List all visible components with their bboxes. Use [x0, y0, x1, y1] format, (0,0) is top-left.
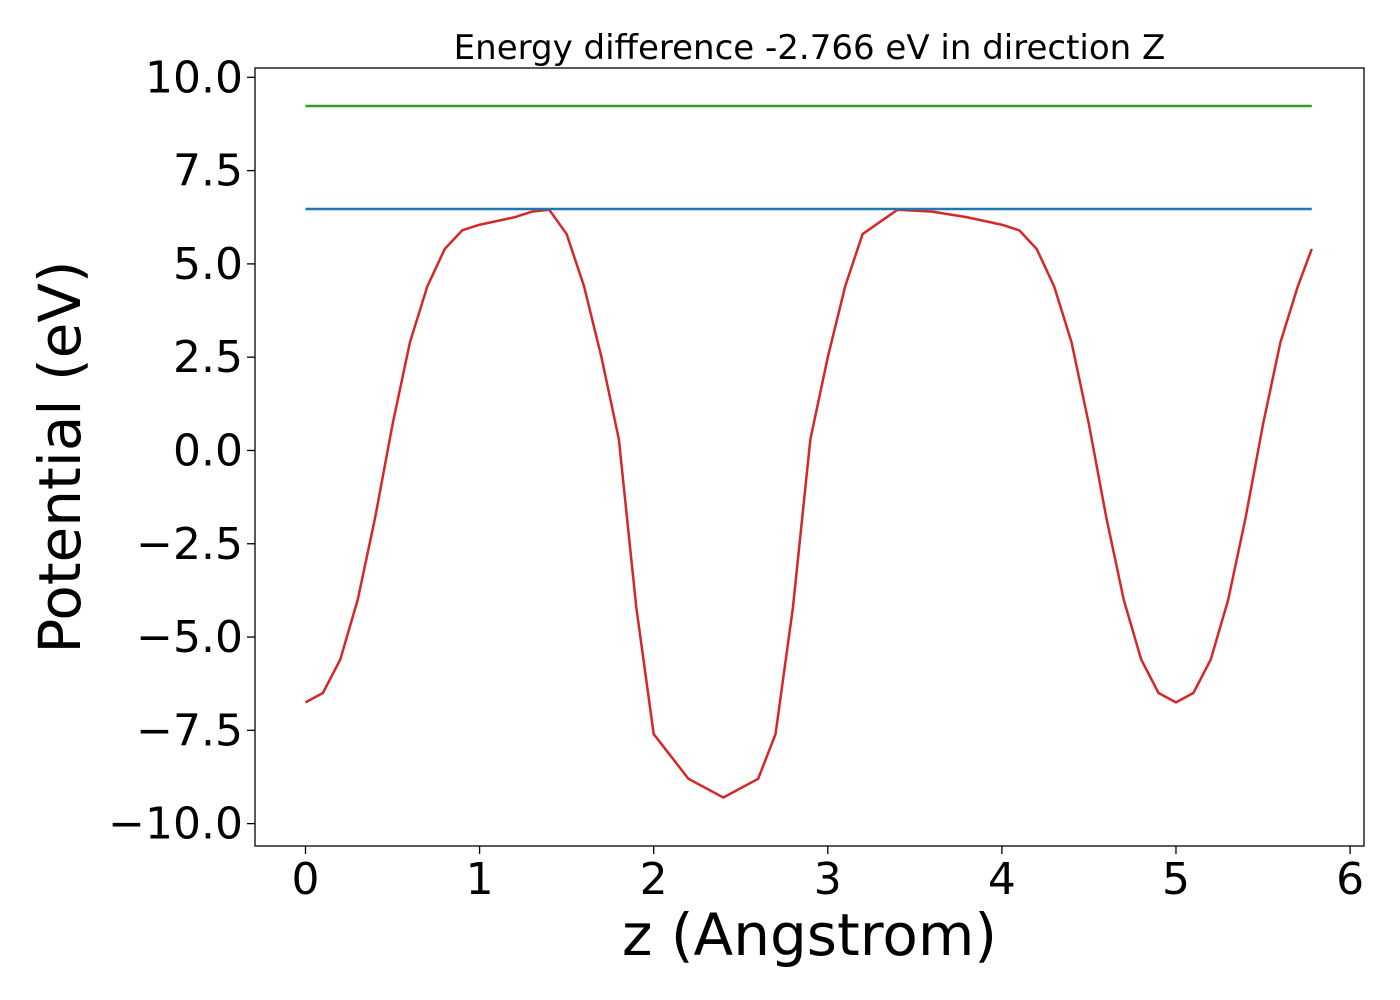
x-tick-label: 3 [814, 854, 842, 905]
y-axis-label: Potential (eV) [26, 260, 94, 653]
y-tick-label: 0.0 [173, 425, 243, 476]
y-tick-label: 10.0 [145, 52, 243, 103]
y-axis-ticks: 10.0 7.5 5.0 2.5 0.0 −2.5 −5.0 −7.5 −10.0 [108, 52, 255, 850]
x-tick-label: 6 [1336, 854, 1364, 905]
x-axis-label: z (Angstrom) [622, 901, 997, 969]
y-tick-label: −10.0 [108, 799, 243, 850]
x-tick-label: 2 [640, 854, 668, 905]
x-tick-label: 4 [988, 854, 1016, 905]
y-tick-label: −7.5 [136, 705, 243, 756]
y-tick-label: −5.0 [136, 612, 243, 663]
y-tick-label: −2.5 [136, 519, 243, 570]
series-layer [304, 104, 1313, 799]
y-tick-label: 5.0 [173, 239, 243, 290]
x-tick-label: 0 [291, 854, 319, 905]
x-tick-label: 1 [466, 854, 494, 905]
series-line-0 [304, 208, 1313, 799]
x-tick-label: 5 [1162, 854, 1190, 905]
chart-title: Energy difference -2.766 eV in direction… [454, 28, 1166, 68]
x-axis-ticks: 0 1 2 3 4 5 6 [291, 846, 1364, 905]
plot-frame [254, 67, 1365, 847]
y-tick-label: 7.5 [173, 146, 243, 197]
y-tick-label: 2.5 [173, 332, 243, 383]
